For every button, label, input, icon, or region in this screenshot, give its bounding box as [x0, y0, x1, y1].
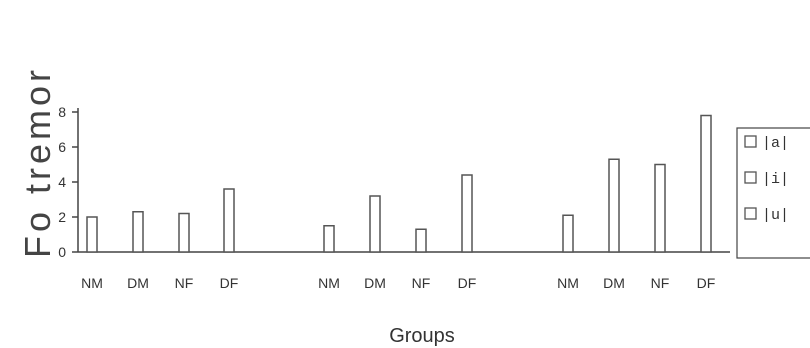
x-tick-label: DM: [364, 275, 386, 291]
bar: [608, 158, 620, 253]
x-tick-label: NF: [412, 275, 431, 291]
bar: [223, 188, 235, 253]
legend-label: |i|: [762, 171, 789, 188]
x-tick-label: DF: [220, 275, 239, 291]
y-tick-label: 4: [58, 174, 66, 190]
bar: [461, 174, 473, 253]
x-tick-label: DF: [697, 275, 716, 291]
x-tick-label: NM: [318, 275, 340, 291]
bars: [86, 114, 712, 253]
x-tick-label: NF: [651, 275, 670, 291]
legend-swatch: [744, 135, 757, 148]
bar: [132, 211, 144, 253]
y-axis-title: Fo tremor: [17, 66, 58, 258]
legend-box: [736, 127, 810, 259]
y-tick-label: 2: [58, 209, 66, 225]
x-tick-label: NF: [175, 275, 194, 291]
x-tick-labels: NM DM NF DF NM DM NF DF NM DM NF DF: [81, 275, 715, 291]
bar: [562, 214, 574, 253]
y-axis: 0 2 4 6 8: [58, 104, 730, 260]
bar: [700, 114, 712, 253]
legend-swatch: [744, 171, 757, 184]
y-tick-label: 6: [58, 139, 66, 155]
bar: [369, 195, 381, 253]
x-axis-title: Groups: [389, 325, 455, 347]
bar: [178, 212, 190, 253]
x-tick-label: DF: [458, 275, 477, 291]
x-tick-label: DM: [127, 275, 149, 291]
y-tick-label: 0: [58, 244, 66, 260]
legend-label: |a|: [762, 135, 789, 152]
x-tick-label: DM: [603, 275, 625, 291]
bar: [415, 228, 427, 253]
legend-swatch: [744, 207, 757, 220]
x-tick-label: NM: [81, 275, 103, 291]
legend-label: |u|: [762, 207, 789, 224]
y-tick-label: 8: [58, 104, 66, 120]
legend: |a| |i| |u|: [736, 127, 810, 259]
bar: [654, 163, 666, 253]
bar: [323, 225, 335, 253]
x-tick-label: NM: [557, 275, 579, 291]
bar: [86, 216, 98, 253]
